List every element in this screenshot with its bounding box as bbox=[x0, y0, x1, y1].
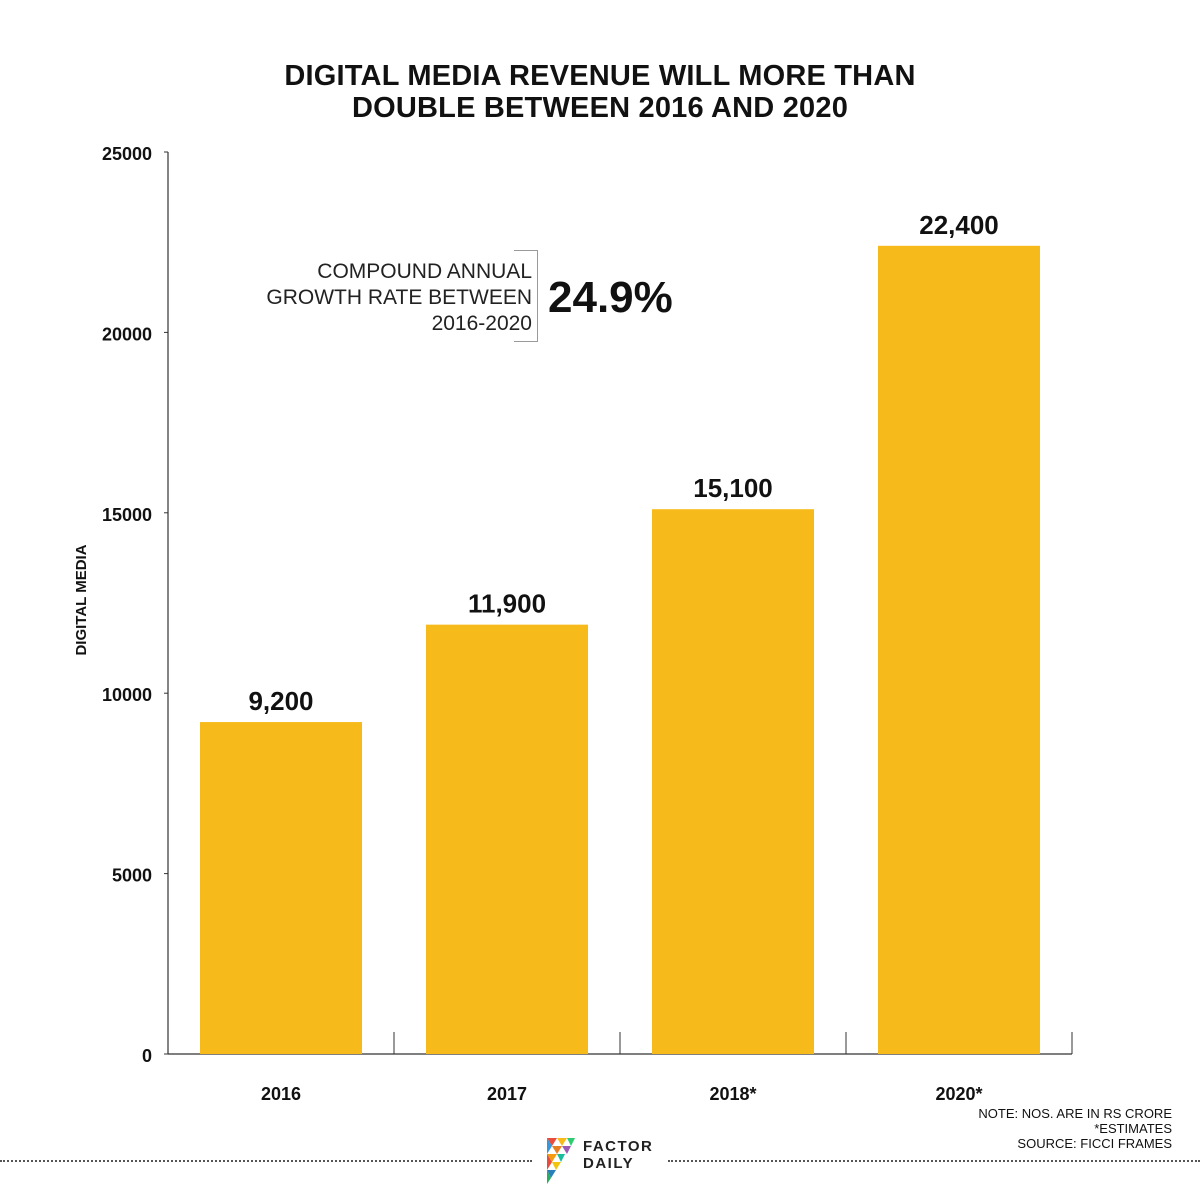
bar-value-label: 22,400 bbox=[919, 210, 999, 240]
cagr-bracket bbox=[514, 250, 538, 342]
y-tick-label: 20000 bbox=[102, 324, 152, 344]
y-axis-title: DIGITAL MEDIA bbox=[73, 544, 90, 655]
factor-daily-wordmark: FACTOR DAILY bbox=[583, 1138, 653, 1172]
factor-daily-logo-icon bbox=[547, 1138, 575, 1184]
bar-2020-est bbox=[878, 245, 1040, 1055]
y-tick-label: 5000 bbox=[112, 866, 152, 886]
note-source: SOURCE: FICCI FRAMES bbox=[1017, 1136, 1172, 1151]
cagr-label: COMPOUND ANNUAL GROWTH RATE BETWEEN 2016… bbox=[230, 259, 532, 337]
logo-word-1: FACTOR bbox=[583, 1138, 654, 1155]
x-tick-label: 2020* bbox=[935, 1084, 982, 1104]
source-notes: NOTE: NOS. ARE IN RS CRORE *ESTIMATES SO… bbox=[978, 1106, 1172, 1151]
x-tick-label: 2018* bbox=[709, 1084, 756, 1104]
bar-2017 bbox=[426, 624, 588, 1054]
y-tick-label: 15000 bbox=[102, 505, 152, 525]
bar-2018-est bbox=[652, 509, 814, 1054]
factor-daily-logo: FACTOR DAILY bbox=[543, 1136, 663, 1186]
bar-value-label: 11,900 bbox=[468, 589, 546, 619]
chart-title: DIGITAL MEDIA REVENUE WILL MORE THAN DOU… bbox=[0, 60, 1200, 124]
y-tick-label: 25000 bbox=[102, 144, 152, 164]
cagr-label-line-1: COMPOUND ANNUAL bbox=[317, 260, 532, 283]
y-tick-label: 10000 bbox=[102, 685, 152, 705]
cagr-value: 24.9% bbox=[548, 273, 673, 322]
bar-2016 bbox=[200, 722, 362, 1054]
note-estimates: *ESTIMATES bbox=[1094, 1121, 1172, 1136]
footer-divider-right bbox=[668, 1160, 1200, 1162]
chart-title-line-2: DOUBLE BETWEEN 2016 AND 2020 bbox=[351, 92, 849, 124]
x-tick-label: 2016 bbox=[261, 1084, 301, 1104]
cagr-label-line-3: 2016-2020 bbox=[431, 312, 532, 335]
chart-title-line-1: DIGITAL MEDIA REVENUE WILL MORE THAN bbox=[284, 60, 916, 92]
y-tick-label: 0 bbox=[142, 1046, 152, 1066]
x-tick-label: 2017 bbox=[487, 1084, 527, 1104]
bar-value-label: 9,200 bbox=[248, 686, 313, 716]
note-units: NOTE: NOS. ARE IN RS CRORE bbox=[978, 1106, 1172, 1121]
logo-word-2: DAILY bbox=[583, 1155, 635, 1172]
cagr-label-line-2: GROWTH RATE BETWEEN bbox=[266, 286, 532, 309]
bar-value-label: 15,100 bbox=[693, 473, 773, 503]
footer-divider-left bbox=[0, 1160, 532, 1162]
